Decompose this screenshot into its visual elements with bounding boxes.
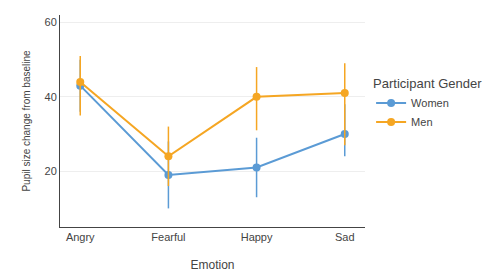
svg-text:40: 40 [45, 91, 57, 103]
svg-text:Angry: Angry [66, 231, 95, 243]
svg-text:60: 60 [45, 16, 57, 28]
svg-text:Women: Women [411, 97, 449, 109]
svg-text:Men: Men [411, 116, 432, 128]
svg-text:Pupil size change from baselin: Pupil size change from baseline [21, 50, 32, 192]
svg-text:Participant Gender: Participant Gender [373, 76, 482, 91]
svg-text:Emotion: Emotion [190, 258, 234, 272]
svg-text:Happy: Happy [241, 231, 273, 243]
svg-text:Sad: Sad [335, 231, 355, 243]
svg-text:Fearful: Fearful [151, 231, 185, 243]
svg-text:20: 20 [45, 165, 57, 177]
